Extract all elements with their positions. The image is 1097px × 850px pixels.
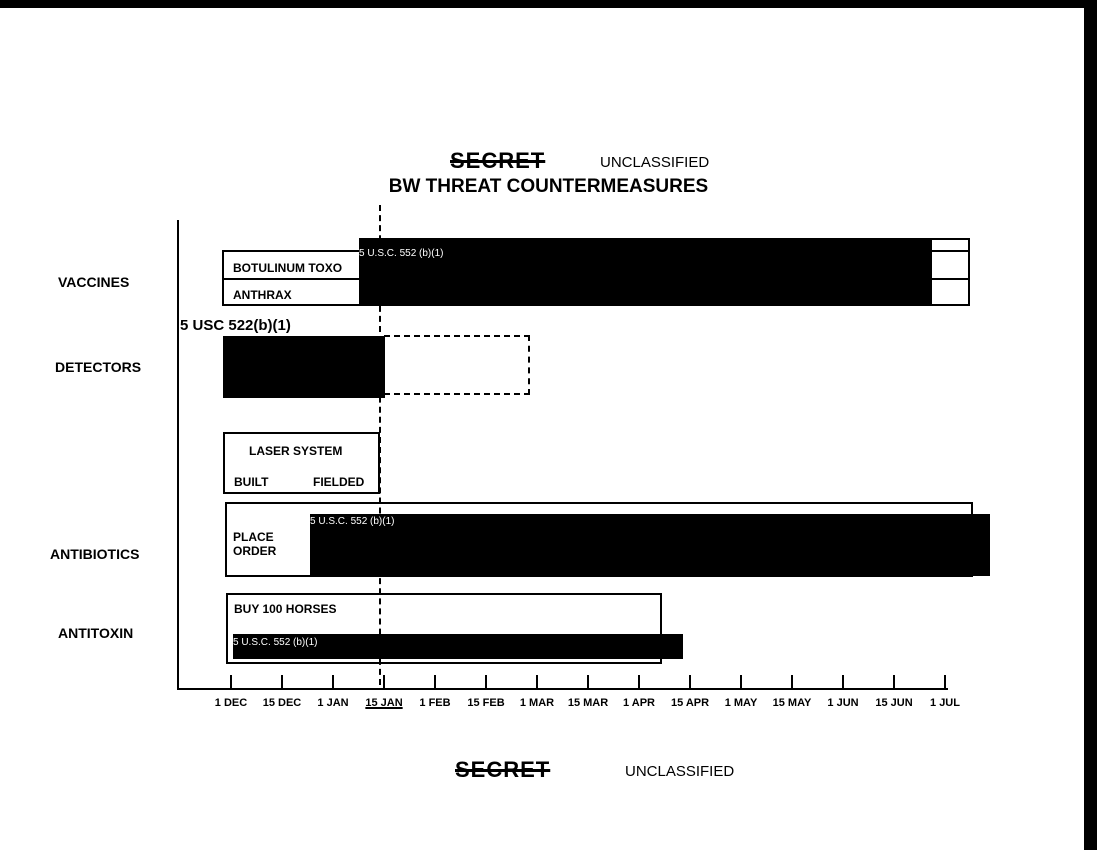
tick-mark: [638, 675, 640, 689]
tick-mark: [740, 675, 742, 689]
tick-mark: [485, 675, 487, 689]
tick-mark: [689, 675, 691, 689]
tick-mark: [944, 675, 946, 689]
tick-label: 1 APR: [623, 697, 655, 709]
buy-horses-label: BUY 100 HORSES: [234, 602, 337, 616]
detectors-planned-box: [384, 335, 530, 395]
redaction-block-antibiotics: 5 U.S.C. 552 (b)(1): [310, 514, 990, 576]
tick-label: 1 DEC: [214, 697, 248, 709]
row-label-detectors: DETECTORS: [55, 359, 142, 375]
tick-label: 15 JAN: [365, 697, 403, 709]
laser-system-box: [223, 432, 380, 494]
tick-mark: [434, 675, 436, 689]
tick-mark: [587, 675, 589, 689]
tick-label: 1 JUN: [827, 697, 859, 709]
tick-mark: [536, 675, 538, 689]
place-order-label: PLACE ORDER: [233, 530, 277, 558]
redaction-block-detectors: [223, 336, 385, 398]
struck-classification-bottom: SECRET: [455, 757, 551, 782]
vaccines-end-box: [930, 238, 970, 306]
tick-label: 15 MAY: [772, 697, 812, 709]
tick-mark: [791, 675, 793, 689]
antitoxin-box: [226, 593, 662, 664]
laser-fielded: FIELDED: [313, 475, 365, 489]
tick-mark: [383, 675, 385, 689]
page-title: BW THREAT COUNTERMEASURES: [388, 176, 709, 197]
tick-label: 15 DEC: [262, 697, 302, 709]
vaccine-botulinum: BOTULINUM TOXO: [233, 261, 343, 275]
vaccine-anthrax: ANTHRAX: [233, 288, 292, 302]
tick-mark: [893, 675, 895, 689]
redaction-label: 5 U.S.C. 552 (b)(1): [233, 637, 318, 648]
tick-mark: [842, 675, 844, 689]
y-axis: [177, 220, 179, 690]
redaction-block-antitoxin: 5 U.S.C. 552 (b)(1): [233, 634, 683, 659]
struck-classification-top: SECRET: [450, 148, 546, 173]
tick-label: 15 APR: [670, 697, 710, 709]
redaction-label: 5 U.S.C. 552 (b)(1): [310, 516, 395, 527]
tick-label: 1 JUL: [930, 697, 960, 709]
redaction-label-detectors: 5 USC 522(b)(1): [180, 317, 291, 334]
tick-label: 1 FEB: [419, 697, 451, 709]
tick-mark: [281, 675, 283, 689]
redaction-label: 5 U.S.C. 552 (b)(1): [359, 248, 444, 259]
scan-border-right: [1084, 0, 1097, 850]
tick-mark: [332, 675, 334, 689]
redaction-block-vaccines: 5 U.S.C. 552 (b)(1): [359, 238, 932, 304]
row-label-antitoxin: ANTITOXIN: [58, 625, 134, 641]
laser-built: BUILT: [234, 475, 269, 489]
tick-label: 15 MAR: [567, 697, 609, 709]
laser-title: LASER SYSTEM: [249, 444, 343, 458]
x-axis: [178, 688, 948, 690]
tick-label: 1 MAY: [724, 697, 758, 709]
scan-border-top: [0, 0, 1097, 8]
tick-label: 15 FEB: [467, 697, 505, 709]
tick-label: 1 MAR: [519, 697, 555, 709]
row-label-antibiotics: ANTIBIOTICS: [50, 546, 140, 562]
tick-label: 15 JUN: [875, 697, 913, 709]
tick-mark: [230, 675, 232, 689]
current-date-line: [379, 205, 381, 685]
row-label-vaccines: VACCINES: [58, 274, 130, 290]
tick-label: 1 JAN: [317, 697, 349, 709]
classification-bottom: UNCLASSIFIED: [625, 763, 735, 780]
classification-top: UNCLASSIFIED: [600, 154, 710, 171]
